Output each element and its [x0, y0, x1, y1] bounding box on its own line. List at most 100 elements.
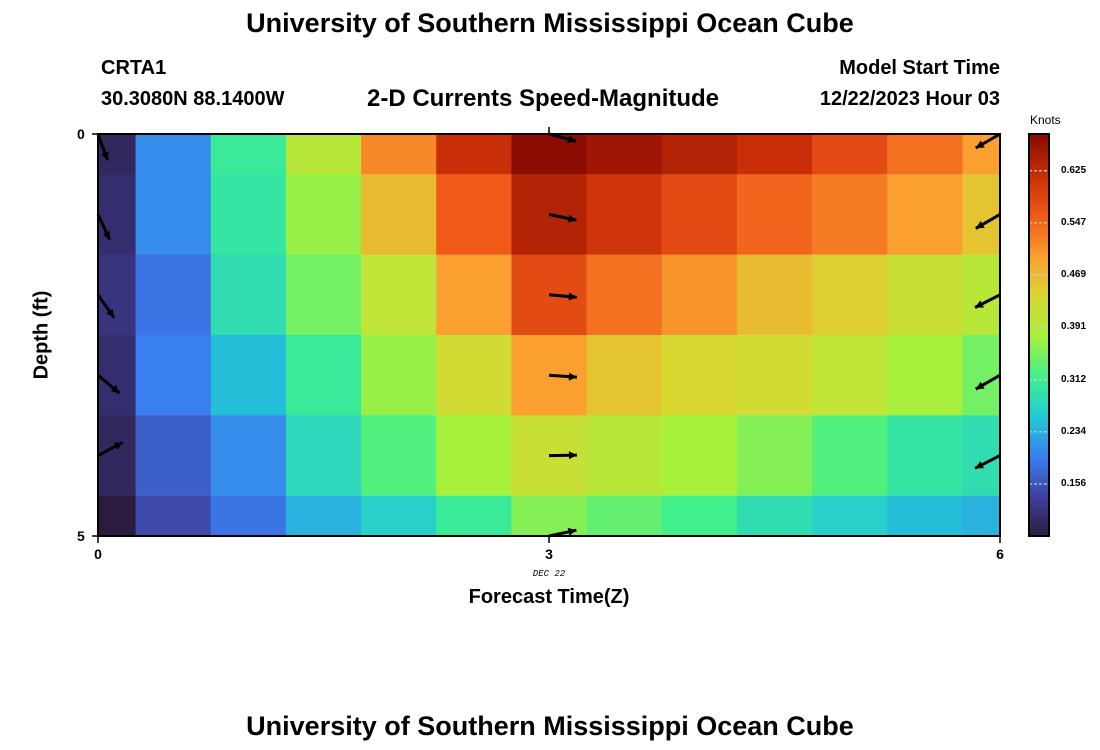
heatmap-cell — [361, 134, 437, 175]
colorbar-segment — [1029, 399, 1049, 405]
colorbar-segment — [1029, 298, 1049, 304]
colorbar-segment — [1029, 503, 1049, 509]
colorbar-segment — [1029, 383, 1049, 389]
colorbar-segment — [1029, 306, 1049, 312]
colorbar-segment — [1029, 214, 1049, 220]
current-vector-arrow — [548, 292, 578, 301]
colorbar-segment — [1029, 415, 1049, 421]
current-vector-arrow — [548, 527, 577, 538]
heatmap-cell — [962, 495, 1001, 537]
colorbar-segment — [1029, 407, 1049, 413]
colorbar-segment — [1029, 270, 1049, 276]
heatmap-cell — [361, 335, 437, 416]
colorbar-segment — [1029, 146, 1049, 151]
heatmap-cells — [98, 134, 1001, 537]
heatmap-cell — [98, 495, 137, 537]
colorbar-segment — [1029, 166, 1049, 171]
heatmap-cell — [962, 335, 1001, 416]
colorbar-segment — [1029, 234, 1049, 240]
colorbar-segment — [1029, 355, 1049, 360]
heatmap-cell — [98, 335, 137, 416]
heatmap-cell — [210, 254, 287, 336]
heatmap-cell — [285, 335, 362, 416]
heatmap-cell — [135, 134, 212, 175]
colorbar-segment — [1029, 467, 1049, 473]
colorbar-segment — [1029, 266, 1049, 272]
y-tick-label-0: 0 — [77, 126, 85, 142]
colorbar-segment — [1029, 519, 1049, 525]
date-label: DEC 22 — [532, 569, 566, 579]
heatmap-cell — [887, 134, 964, 175]
colorbar-tick-label: 0.391 — [1061, 320, 1087, 332]
colorbar-segment — [1029, 238, 1049, 244]
x-tick-label-0: 0 — [94, 546, 102, 562]
colorbar-segment — [1029, 347, 1049, 352]
colorbar-unit: Knots — [1030, 113, 1061, 127]
heatmap-cell — [98, 174, 137, 256]
colorbar-segment — [1029, 290, 1049, 296]
colorbar-segment — [1029, 258, 1049, 264]
colorbar-border — [1028, 133, 1050, 537]
colorbar-segment — [1029, 471, 1049, 477]
heatmap-cell — [285, 415, 362, 497]
heatmap-cell — [736, 134, 813, 175]
colorbar-tick-label: 0.625 — [1061, 164, 1087, 176]
current-vector-arrow — [97, 374, 121, 395]
heatmap-cell — [661, 335, 738, 416]
colorbar-segment — [1029, 463, 1049, 469]
colorbar-segment — [1029, 499, 1049, 505]
x-axis-title: Forecast Time(Z) — [468, 586, 630, 608]
colorbar-segment — [1029, 142, 1049, 147]
colorbar-segment — [1029, 491, 1049, 497]
colorbar-segment — [1029, 246, 1049, 252]
heatmap-cell — [98, 415, 137, 497]
heatmap-cell — [436, 415, 513, 497]
current-vector-arrow — [975, 213, 1001, 230]
colorbar-segment — [1029, 262, 1049, 268]
colorbar-segment — [1029, 310, 1049, 316]
heatmap-cell — [586, 134, 663, 175]
heatmap-cell — [812, 134, 888, 175]
colorbar-segment — [1029, 479, 1049, 485]
colorbar-segment — [1029, 391, 1049, 397]
colorbar-segment — [1029, 395, 1049, 401]
colorbar-segment — [1029, 343, 1049, 348]
colorbar-segment — [1029, 435, 1049, 441]
colorbar-segment — [1029, 194, 1049, 200]
colorbar-segment — [1029, 134, 1049, 139]
heatmap-cell — [812, 495, 888, 537]
colorbar-segment — [1029, 170, 1049, 175]
colorbar-segment — [1029, 286, 1049, 292]
current-vector-arrow — [548, 451, 578, 460]
heatmap-cell — [135, 174, 212, 256]
heatmap-cell — [210, 134, 287, 175]
colorbar-segment — [1029, 302, 1049, 308]
current-vector-arrow — [96, 293, 116, 319]
model-start-label: Model Start Time — [839, 57, 1000, 79]
heatmap-cell — [887, 254, 964, 336]
heatmap-cell — [812, 335, 888, 416]
colorbar-segment — [1029, 363, 1049, 368]
colorbar-segment — [1029, 330, 1049, 336]
colorbar-tick-label: 0.469 — [1061, 268, 1087, 280]
colorbar-segment — [1029, 158, 1049, 163]
heatmap-cell — [361, 495, 437, 537]
colorbar-segment — [1029, 439, 1049, 445]
station-id: CRTA1 — [101, 57, 167, 79]
footer-title: University of Southern Mississippi Ocean… — [246, 711, 854, 741]
current-vector-arrow — [96, 213, 112, 241]
colorbar-segment — [1029, 254, 1049, 260]
heatmap-cell — [210, 495, 287, 537]
colorbar-segment — [1029, 447, 1049, 453]
heatmap-cell — [586, 415, 663, 497]
heatmap-cell — [135, 415, 212, 497]
heatmap-cell — [436, 134, 513, 175]
heatmap-cell — [285, 254, 362, 336]
heatmap-cell — [661, 495, 738, 537]
colorbar-segment — [1029, 367, 1049, 372]
heatmap-cell — [812, 415, 888, 497]
colorbar-segment — [1029, 154, 1049, 159]
colorbar-segment — [1029, 230, 1049, 236]
current-vectors — [96, 132, 1001, 538]
colorbar-segment — [1029, 222, 1049, 228]
